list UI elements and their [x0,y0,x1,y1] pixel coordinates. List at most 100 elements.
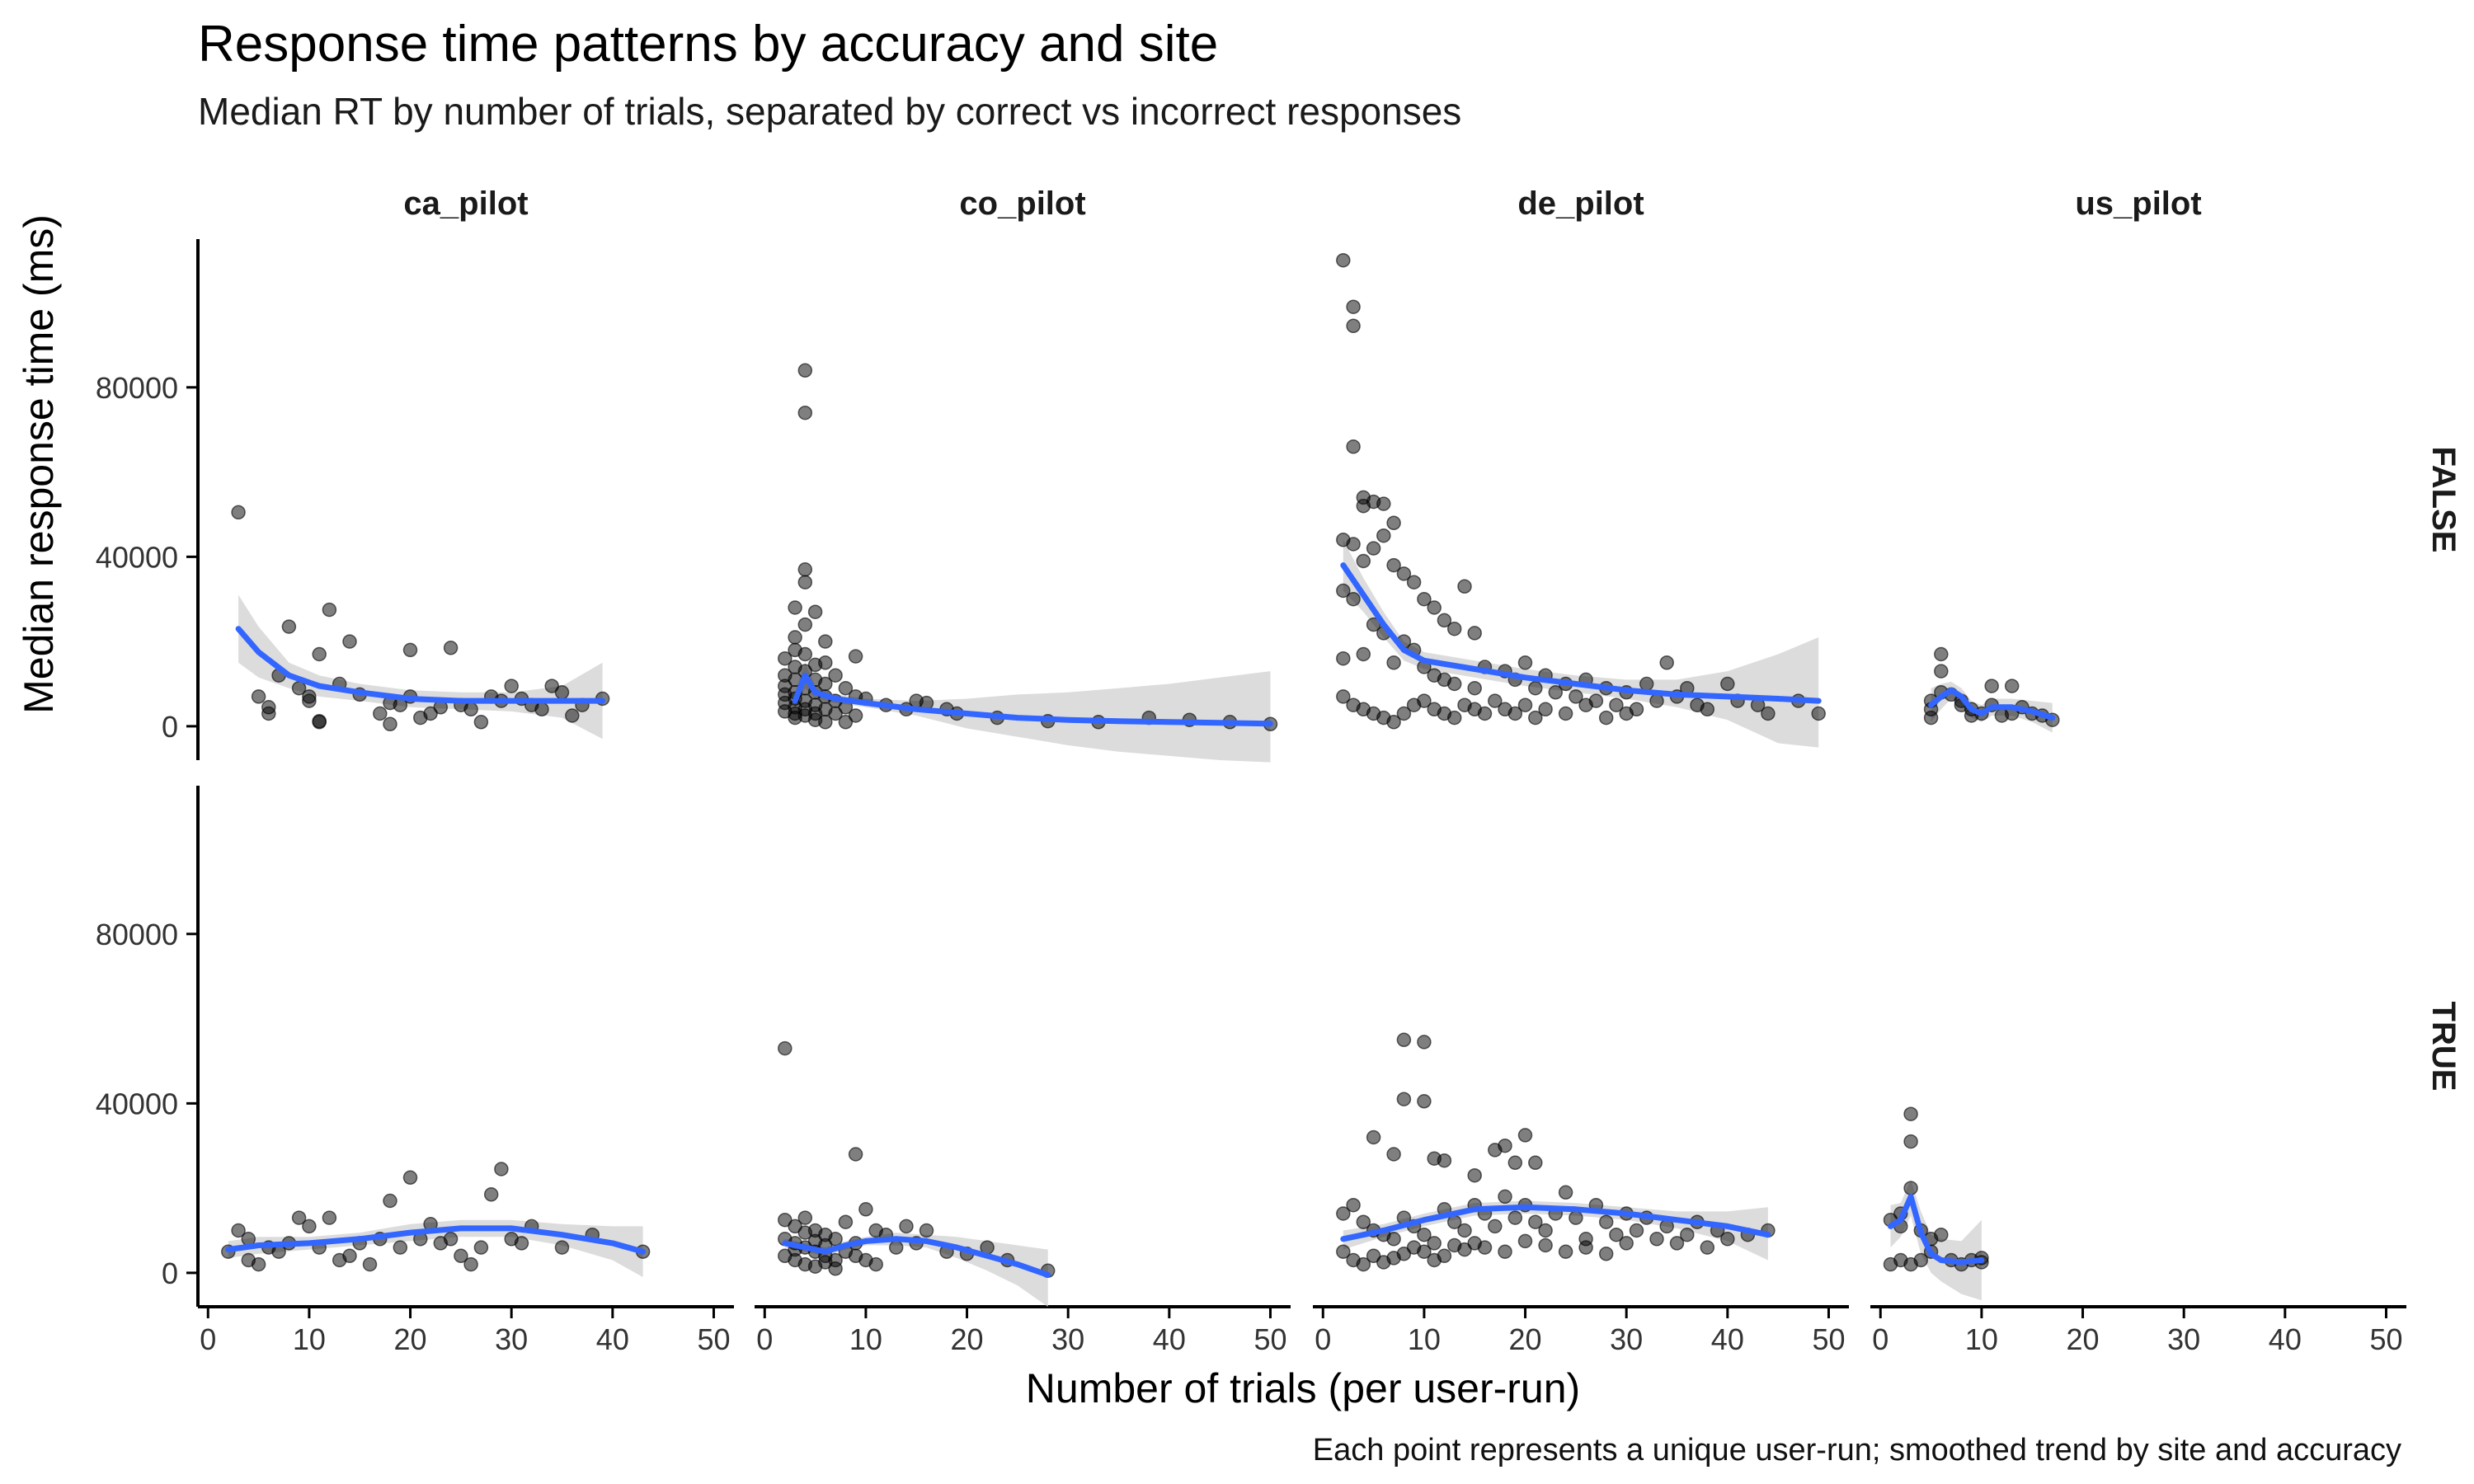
data-point [1488,1219,1503,1234]
x-tick-label: 40 [596,1322,629,1356]
x-tick-label: 50 [2369,1322,2402,1356]
y-tick-label: 40000 [96,1087,178,1120]
data-point [1437,1248,1452,1264]
data-point [1528,710,1543,726]
data-point [1528,1214,1543,1229]
data-point [797,646,813,662]
data-point [818,715,833,730]
data-point [373,706,388,721]
data-point [1498,1244,1512,1259]
x-tick-label: 30 [1610,1322,1643,1356]
x-tick-label: 50 [1812,1322,1845,1356]
x-tick-label: 30 [2167,1322,2200,1356]
x-tick-label: 40 [1153,1322,1186,1356]
y-tick-label: 40000 [96,540,178,574]
data-point [1427,1236,1442,1251]
trend-line [1928,687,2056,721]
data-point [1467,626,1482,641]
facet-column-label: ca_pilot [403,186,528,222]
data-point [848,708,863,723]
data-point [797,1225,813,1240]
trend-line [235,626,606,704]
facet-column-label: de_pilot [1517,186,1644,222]
data-point [231,505,246,520]
data-point [1437,1153,1452,1168]
data-point [251,1256,266,1272]
data-point [1507,1155,1523,1171]
x-tick-label: 50 [697,1322,730,1356]
data-point [1538,702,1553,717]
data-point [1913,1252,1929,1268]
data-point [1356,553,1371,569]
data-point [1417,1035,1432,1050]
data-point [797,405,813,420]
data-point [1386,557,1401,573]
data-point [1558,1185,1573,1200]
x-tick-label: 10 [1965,1322,1998,1356]
data-point [1498,1138,1512,1153]
x-tick-label: 30 [1051,1322,1084,1356]
data-point [1336,689,1351,704]
data-point [1609,1227,1624,1242]
data-point [1417,693,1432,708]
y-tick-label: 80000 [96,371,178,405]
data-point [848,1147,863,1162]
data-point [473,715,489,730]
data-point [1619,1236,1634,1251]
data-point [1366,1248,1381,1264]
data-point [1457,579,1472,594]
data-point [1598,1214,1614,1229]
data-point [2004,679,2020,693]
data-point [788,630,802,645]
data-point [1437,613,1452,628]
data-point [919,1223,934,1238]
data-point [534,702,549,717]
data-point [554,1240,570,1255]
chart-caption: Each point represents a unique user-run;… [1312,1433,2401,1468]
data-point [504,679,519,693]
data-point [797,363,813,378]
y-axis-label: Median response time (ms) [16,214,62,714]
data-point [1517,1233,1533,1249]
data-point [261,706,276,721]
data-point [251,689,266,704]
data-point [473,1240,489,1255]
data-point [1934,664,1949,679]
data-point [788,1219,802,1234]
x-tick-label: 40 [1711,1322,1744,1356]
data-point [1548,685,1564,700]
data-point [1366,541,1381,556]
data-point [1517,1128,1533,1143]
data-point [1406,575,1422,589]
data-point [1356,1256,1371,1272]
data-point [818,1255,833,1270]
confidence-band [795,662,1271,763]
data-point [797,617,813,632]
data-point [1386,715,1401,730]
data-point [899,1219,914,1234]
data-point [1649,693,1664,708]
data-point [1629,1223,1644,1238]
data-point [322,1210,337,1225]
data-point [1811,706,1826,721]
data-point [838,680,854,696]
data-point [888,1240,904,1255]
data-point [797,1210,813,1225]
data-point [1498,1189,1512,1205]
data-point [1578,697,1593,712]
data-point [778,1212,793,1228]
data-point [838,715,854,730]
data-point [1934,646,1949,662]
data-point [1578,1240,1593,1255]
data-point [1538,1237,1553,1253]
data-point [554,685,570,700]
x-tick-label: 0 [1872,1322,1888,1356]
data-point [1446,676,1462,692]
data-point [291,1210,307,1225]
data-point [1346,1197,1361,1213]
data-point [423,706,438,721]
data-point [281,619,297,634]
y-tick-label: 0 [162,1256,178,1290]
data-point [807,604,823,619]
data-point [1883,1256,1898,1272]
